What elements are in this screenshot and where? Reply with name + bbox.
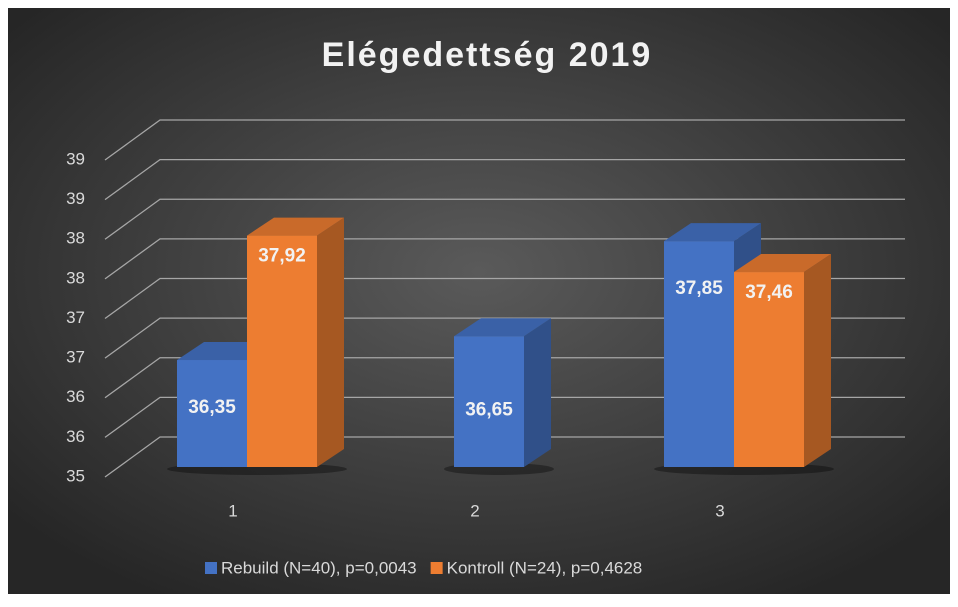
y-tick-label: 39 [66, 189, 85, 208]
grid-line [104, 198, 905, 240]
y-tick-label: 38 [66, 229, 85, 248]
x-tick-label: 3 [715, 501, 724, 520]
legend-swatch [430, 562, 443, 574]
y-tick-label: 36 [66, 427, 85, 446]
value-label: 37,85 [675, 278, 723, 299]
bar-side [317, 217, 344, 467]
bar [664, 241, 734, 467]
grid-line [104, 357, 905, 399]
grid-line [104, 396, 905, 438]
grid-line [104, 436, 905, 478]
grid-line [104, 119, 905, 161]
x-tick-label: 1 [228, 501, 237, 520]
value-label: 37,46 [745, 282, 793, 303]
legend-label: Kontroll (N=24), p=0,4628 [447, 558, 643, 577]
value-label: 36,65 [465, 399, 513, 420]
y-tick-label: 36 [66, 387, 85, 406]
grid-line [104, 317, 905, 359]
bar-top [247, 217, 344, 236]
bar [734, 272, 804, 467]
grid-line [104, 238, 905, 280]
y-tick-label: 35 [66, 466, 85, 485]
bar [247, 235, 317, 467]
chart-title: Elégedettség 2019 [322, 36, 653, 74]
bar [177, 360, 247, 467]
grid-line [104, 158, 905, 201]
legend-label: Rebuild (N=40), p=0,0043 [221, 558, 417, 577]
y-tick-label: 37 [66, 308, 85, 327]
bar-side [804, 254, 831, 467]
x-tick-label: 2 [470, 501, 479, 520]
bar [454, 336, 524, 467]
grid-line [104, 277, 905, 320]
value-label: 36,35 [188, 397, 236, 418]
y-tick-label: 37 [66, 348, 85, 367]
bar-top [664, 223, 761, 242]
value-label: 37,92 [258, 246, 306, 267]
y-tick-label: 38 [66, 268, 85, 287]
bar-side [524, 318, 551, 467]
legend-swatch [205, 562, 217, 574]
bar-top [454, 318, 551, 337]
bar-top [734, 254, 831, 273]
y-tick-label: 39 [66, 149, 85, 168]
